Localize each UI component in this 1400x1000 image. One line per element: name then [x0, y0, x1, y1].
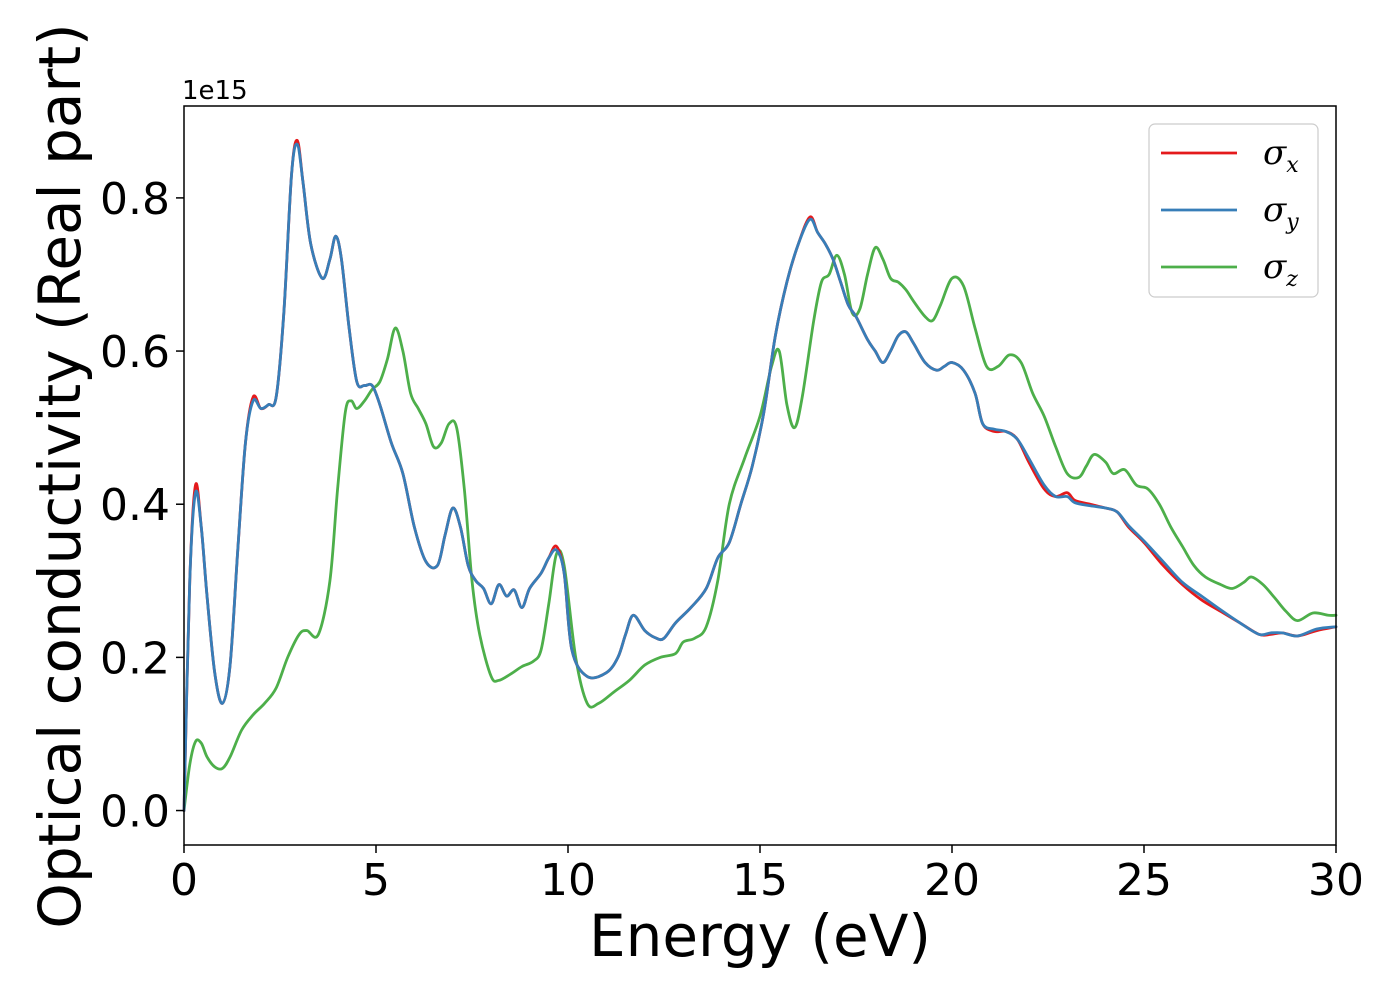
x-tick-label: 15	[732, 855, 788, 906]
x-axis-ticks: 0 5 10 15 20 25 30	[170, 845, 1364, 906]
y-tick-label: 0.4	[100, 480, 170, 531]
y-tick-label: 0.0	[100, 787, 170, 838]
y-axis-ticks: 0.0 0.2 0.4 0.6 0.8	[100, 174, 184, 838]
series-line-y	[182, 142, 1338, 812]
x-axis-label: Energy (eV)	[589, 902, 931, 970]
series-layer	[182, 138, 1338, 812]
series-line-z	[182, 245, 1338, 812]
y-axis-label: Optical conductivity (Real part)	[26, 23, 94, 928]
x-tick-label: 25	[1116, 855, 1172, 906]
y-tick-label: 0.6	[100, 327, 170, 378]
x-tick-label: 5	[362, 855, 390, 906]
legend-label-x: σx	[1263, 133, 1299, 178]
x-tick-label: 30	[1308, 855, 1364, 906]
x-tick-label: 10	[540, 855, 596, 906]
y-tick-label: 0.8	[100, 174, 170, 225]
x-tick-label: 0	[170, 855, 198, 906]
y-tick-label: 0.2	[100, 633, 170, 684]
y-offset-label: 1e15	[182, 76, 248, 106]
x-tick-label: 20	[924, 855, 980, 906]
